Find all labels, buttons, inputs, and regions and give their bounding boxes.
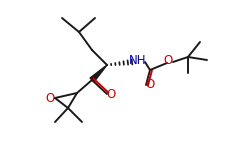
Text: O: O xyxy=(106,87,116,100)
Text: O: O xyxy=(146,78,154,92)
Text: NH: NH xyxy=(129,54,147,68)
Text: O: O xyxy=(46,92,54,105)
Polygon shape xyxy=(90,65,107,82)
Text: O: O xyxy=(164,54,172,68)
